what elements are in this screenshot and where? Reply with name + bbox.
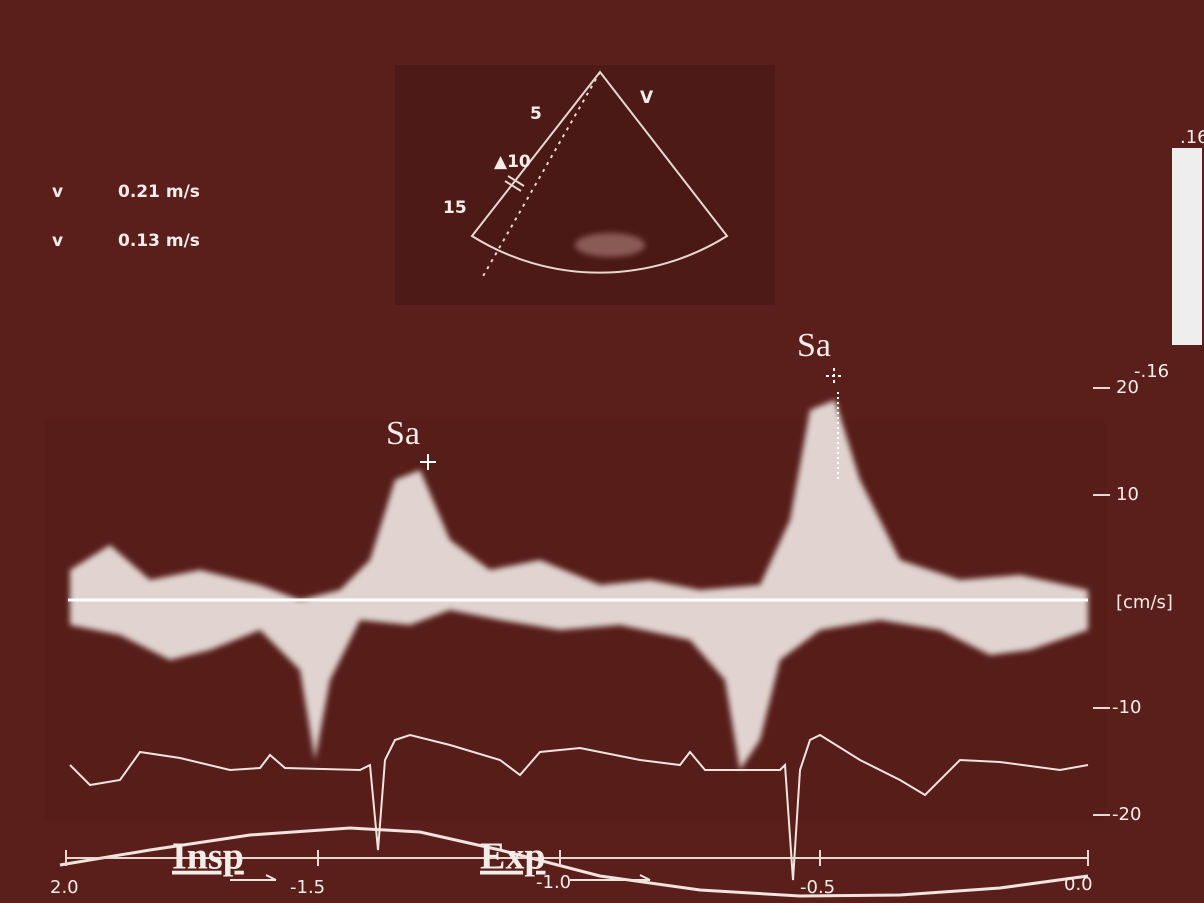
time-tick: -0.5 xyxy=(800,877,835,898)
respiration-label: Exp xyxy=(480,836,545,878)
page: v 0.21 m/s v 0.13 m/s V 5 ▲10 15 .16 -.1… xyxy=(0,0,1204,903)
velocity-tick: -20 xyxy=(1112,804,1141,825)
time-tick: -1.5 xyxy=(290,877,325,898)
velocity-tick: 10 xyxy=(1116,484,1139,505)
velocity-tick: 20 xyxy=(1116,377,1139,398)
time-tick: 0.0 xyxy=(1064,874,1093,895)
measure-value: 0.21 m/s xyxy=(118,182,200,202)
velocity-unit: [cm/s] xyxy=(1116,592,1173,613)
peak-label: Sa xyxy=(797,327,831,364)
peak-label: Sa xyxy=(386,415,420,452)
depth-label: 5 xyxy=(530,104,542,124)
measure-label: v xyxy=(52,231,63,251)
measure-label: v xyxy=(52,182,63,202)
color-bar xyxy=(1172,148,1202,345)
time-tick: 2.0 xyxy=(50,877,79,898)
doppler-screen: v 0.21 m/s v 0.13 m/s V 5 ▲10 15 .16 -.1… xyxy=(0,0,1204,903)
color-scale-bottom: -.16 xyxy=(1134,361,1169,382)
respiration-label: Insp xyxy=(172,836,244,878)
depth-label: 15 xyxy=(443,198,467,218)
measure-value: 0.13 m/s xyxy=(118,231,200,251)
depth-label: ▲10 xyxy=(494,152,531,172)
color-scale-top: .16 xyxy=(1180,127,1204,148)
echo xyxy=(575,233,645,257)
velocity-tick: -10 xyxy=(1112,697,1141,718)
sector-label: V xyxy=(640,88,654,108)
